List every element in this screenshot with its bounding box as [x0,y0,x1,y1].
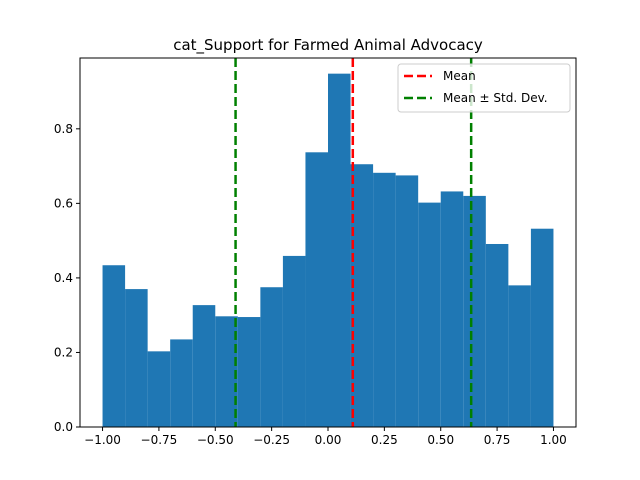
y-tick-label: 0.6 [54,196,73,210]
x-tick-label: −1.00 [84,433,121,447]
x-tick-label: −0.75 [141,433,178,447]
histogram-bar [373,172,396,427]
histogram-bar [395,175,419,427]
reference-lines [234,58,473,427]
histogram-bar [485,243,509,427]
histogram-bar [260,287,283,427]
y-axis-ticks: 0.0 0.2 0.4 0.6 0.8 [54,122,80,434]
y-tick-label: 0.0 [54,420,73,434]
histogram-bar [215,316,238,427]
histogram-bar [102,265,126,427]
legend-box [397,63,571,113]
histogram-bar [192,305,216,427]
histogram-bars [102,73,554,428]
y-tick-label: 0.2 [54,345,73,359]
histogram-bar [463,195,486,427]
legend-label: Mean ± Std. Dev. [443,91,548,105]
histogram-bar [440,191,464,427]
histogram-bar [328,73,351,428]
x-tick-label: 0.25 [371,433,398,447]
y-tick-label: 0.8 [54,122,73,136]
x-tick-label: 0.50 [427,433,454,447]
histogram-bar [170,339,193,427]
histogram-bar [237,317,261,427]
x-tick-label: 0.75 [484,433,511,447]
histogram-bar [125,289,148,427]
histogram-bar [282,255,306,427]
histogram-bar [305,152,328,428]
x-tick-label: 1.00 [540,433,567,447]
histogram-bar [530,228,554,427]
histogram-bar [418,202,441,427]
x-tick-label: 0.00 [315,433,342,447]
chart-title: cat_Support for Farmed Animal Advocacy [173,36,483,55]
histogram-bar [508,285,531,427]
x-tick-label: −0.50 [197,433,234,447]
histogram-bar [147,351,171,427]
legend-label: Mean [443,69,476,83]
x-tick-label: −0.25 [253,433,290,447]
legend: Mean Mean ± Std. Dev. [397,63,571,113]
histogram-bar [350,164,374,427]
x-axis-ticks: −1.00 −0.75 −0.50 −0.25 0.00 0.25 0.50 0.75 1.00 [84,427,567,447]
y-tick-label: 0.4 [54,271,73,285]
